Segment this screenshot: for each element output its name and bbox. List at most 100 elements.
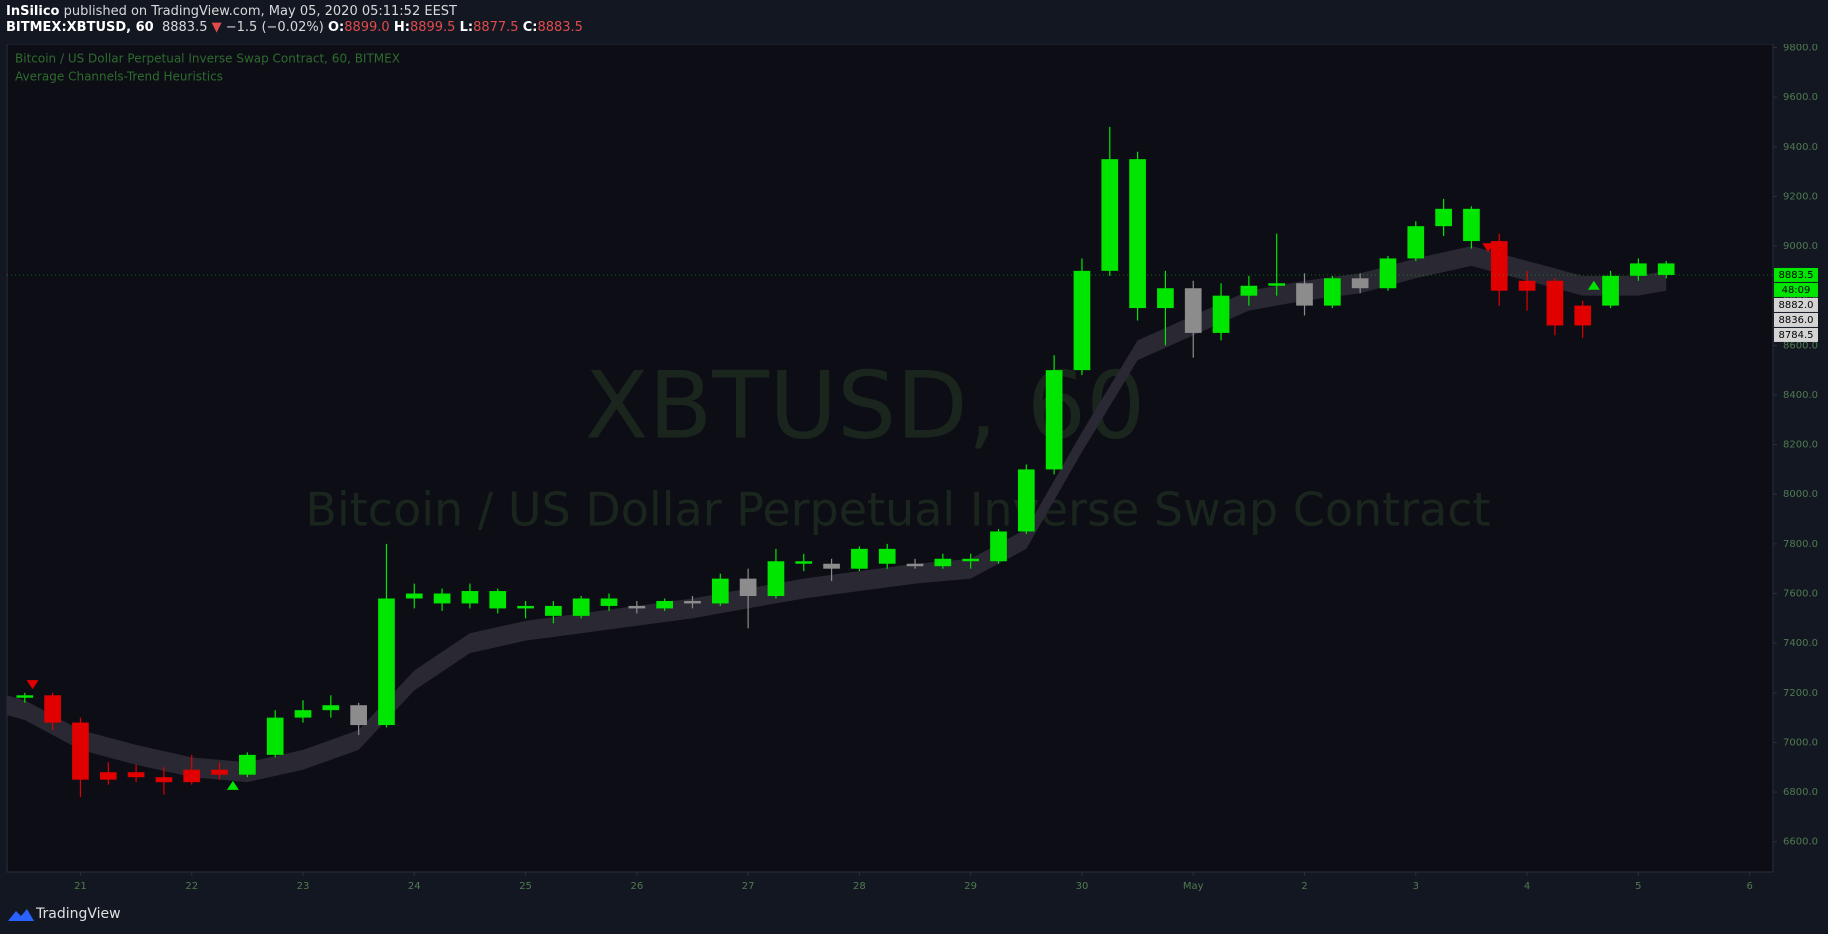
open: 8899.0	[344, 20, 390, 35]
candle-body	[1017, 469, 1035, 532]
candle-body	[1184, 288, 1202, 333]
y-tick-label: 9000.0	[1783, 241, 1818, 252]
candle-body	[517, 605, 534, 609]
candle-body	[1407, 226, 1425, 259]
candle-body	[795, 561, 813, 564]
candle-body	[1351, 278, 1369, 289]
author: InSilico	[6, 4, 60, 19]
y-tick-label: 8400.0	[1783, 390, 1818, 401]
candle-body	[239, 754, 256, 775]
signal-marker	[1482, 243, 1495, 253]
y-tick-label: 8200.0	[1783, 440, 1818, 451]
brand: TradingView	[36, 906, 121, 922]
x-tick-label: 2	[1301, 881, 1307, 892]
x-tick-label: 24	[408, 881, 421, 892]
candle-body	[628, 605, 646, 609]
candle-body	[1323, 278, 1341, 306]
candle-body	[44, 695, 61, 723]
indicator-label: 8784.5	[1779, 330, 1814, 341]
candle-body	[711, 578, 729, 604]
candle-body	[294, 710, 312, 718]
candle-body	[1602, 275, 1619, 306]
candle-body	[739, 578, 757, 596]
candle-body	[1574, 305, 1592, 326]
candle-body	[433, 593, 451, 604]
candle-body	[962, 558, 980, 562]
candle-body	[878, 548, 896, 564]
candle-body	[72, 722, 89, 780]
candle-body	[1101, 159, 1119, 271]
chart: XBTUSD, 60 Bitcoin / US Dollar Perpetual…	[0, 44, 1828, 897]
y-tick-label: 7000.0	[1783, 737, 1818, 748]
candle-body	[656, 600, 674, 609]
y-tick-label: 6800.0	[1783, 787, 1818, 798]
x-tick-label: 22	[185, 881, 198, 892]
candle-body	[1463, 208, 1480, 242]
candle-body	[1240, 285, 1258, 296]
y-tick-label: 7400.0	[1783, 638, 1818, 649]
symbol: BITMEX:XBTUSD, 60	[6, 20, 154, 35]
close: 8883.5	[537, 20, 583, 35]
watermark-description: Bitcoin / US Dollar Perpetual Inverse Sw…	[305, 483, 1490, 537]
x-tick-label: 23	[297, 881, 310, 892]
candle-body	[1435, 208, 1452, 227]
x-tick-label: 30	[1076, 881, 1089, 892]
x-tick-label: May	[1183, 881, 1204, 892]
candle-body	[1268, 283, 1286, 286]
candle-body	[1073, 270, 1091, 371]
candle-body	[489, 591, 507, 609]
pane	[6, 44, 1774, 873]
candle-body	[1630, 263, 1647, 276]
x-tick-label: 4	[1524, 881, 1530, 892]
indicator-label: 8836.0	[1779, 315, 1814, 326]
x-tick-label: 21	[74, 881, 87, 892]
candle-body	[99, 772, 117, 780]
candle-body	[350, 705, 367, 726]
low-label: L:	[459, 20, 474, 35]
y-tick-label: 7800.0	[1783, 539, 1818, 550]
x-tick-label: 28	[853, 881, 866, 892]
header: InSilico published on TradingView.com, M…	[0, 0, 1828, 44]
candle-body	[266, 717, 284, 755]
candle-body	[934, 558, 952, 567]
candle-body	[322, 705, 340, 711]
x-tick-label: 27	[742, 881, 755, 892]
last-price-box	[1774, 267, 1818, 282]
candle-body	[378, 598, 395, 726]
change: −1.5 (−0.02%)	[225, 20, 324, 35]
candle-body	[1518, 280, 1536, 291]
candle-body	[851, 548, 868, 569]
y-tick-label: 9200.0	[1783, 191, 1818, 202]
candle-body	[1379, 258, 1397, 289]
candle-body	[906, 563, 924, 567]
y-tick-label: 8600.0	[1783, 340, 1818, 351]
plot	[7, 126, 1675, 798]
candle-body	[600, 598, 618, 606]
open-label: O:	[327, 20, 345, 35]
logo	[8, 909, 34, 921]
x-tick-label: 6	[1746, 881, 1752, 892]
candle-body	[767, 561, 785, 596]
indicator-label: 8882.0	[1779, 300, 1814, 311]
quote-line: BITMEX:XBTUSD, 60 8883.5 ▼ −1.5 (−0.02%)…	[6, 20, 1828, 36]
countdown-label: 48:09	[1782, 285, 1811, 296]
candle-body	[1212, 295, 1230, 333]
down-arrow: ▼	[211, 20, 222, 35]
candle-body	[1129, 159, 1146, 309]
candle-body	[990, 531, 1007, 562]
chart-subtitle: Average Channels-Trend Heuristics	[15, 70, 223, 84]
x-tick-label: 5	[1635, 881, 1641, 892]
y-tick-label: 7600.0	[1783, 589, 1818, 600]
published: published on TradingView.com, May 05, 20…	[63, 4, 457, 19]
candle-body	[211, 769, 228, 775]
y-tick-label: 7200.0	[1783, 688, 1818, 699]
countdown-box	[1774, 282, 1818, 297]
x-tick-label: 25	[519, 881, 532, 892]
low: 8877.5	[473, 20, 519, 35]
high: 8899.5	[409, 20, 456, 35]
x-tick-label: 3	[1413, 881, 1419, 892]
footer: TradingView	[0, 897, 1828, 934]
candle-body	[823, 563, 840, 569]
candle-body	[1546, 280, 1564, 326]
